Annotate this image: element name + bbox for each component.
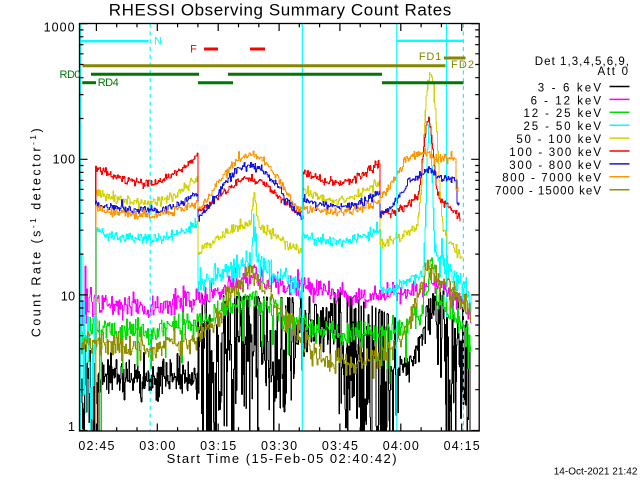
svg-text:7000 - 15000 keV: 7000 - 15000 keV	[495, 186, 601, 198]
svg-text:N: N	[154, 36, 162, 48]
svg-text:Start Time (15-Feb-05 02:40:42: Start Time (15-Feb-05 02:40:42)	[167, 451, 397, 466]
svg-text:03:45: 03:45	[322, 439, 358, 453]
svg-text:RHESSI Observing Summary Count: RHESSI Observing Summary Count Rates	[109, 0, 452, 19]
svg-text:100: 100	[53, 152, 76, 166]
svg-text:Att 0: Att 0	[598, 66, 629, 78]
svg-text:1000: 1000	[44, 20, 75, 34]
svg-text:RD4: RD4	[98, 77, 119, 89]
svg-text:04:00: 04:00	[383, 439, 419, 453]
svg-text:F: F	[190, 44, 197, 56]
svg-text:1: 1	[68, 420, 75, 434]
svg-text:10: 10	[61, 289, 75, 303]
svg-text:03:15: 03:15	[200, 439, 236, 453]
svg-text:03:30: 03:30	[261, 439, 297, 453]
svg-text:FD1: FD1	[419, 51, 441, 63]
svg-text:02:45: 02:45	[78, 439, 114, 453]
svg-text:14-Oct-2021 21:42: 14-Oct-2021 21:42	[554, 466, 638, 477]
svg-text:04:15: 04:15	[444, 439, 480, 453]
svg-text:RD0: RD0	[60, 69, 81, 81]
svg-text:03:00: 03:00	[139, 439, 175, 453]
svg-text:6 - 12 keV: 6 - 12 keV	[531, 95, 602, 107]
svg-text:Det 1,3,4,5,6,9,: Det 1,3,4,5,6,9,	[535, 56, 629, 68]
svg-text:FD2: FD2	[451, 59, 474, 71]
svg-text:50 - 100 keV: 50 - 100 keV	[516, 134, 601, 146]
svg-text:Count Rate (s-1 detector-1): Count Rate (s-1 detector-1)	[28, 126, 44, 337]
